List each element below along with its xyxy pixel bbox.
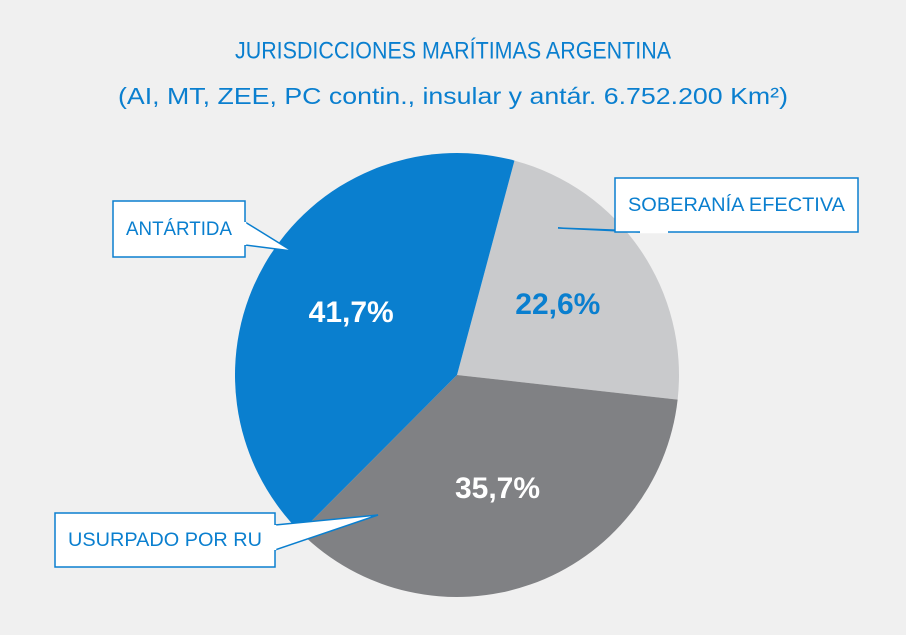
category-label: USURPADO POR RU	[68, 530, 262, 551]
chart-subtitle: (AI, MT, ZEE, PC contin., insular y antá…	[118, 83, 788, 109]
chart-title: JURISDICCIONES MARÍTIMAS ARGENTINA	[235, 37, 671, 64]
pie-slice	[300, 375, 678, 598]
pie-slice	[234, 153, 515, 533]
pie-slice	[457, 160, 679, 400]
value-label: 35,7%	[455, 472, 540, 505]
value-label: 22,6%	[515, 288, 600, 321]
category-label: ANTÁRTIDA	[126, 219, 232, 240]
category-label: SOBERANÍA EFECTIVA	[628, 195, 845, 216]
value-label: 41,7%	[309, 296, 394, 329]
callout-box	[112, 200, 246, 258]
callout-box	[614, 177, 859, 233]
